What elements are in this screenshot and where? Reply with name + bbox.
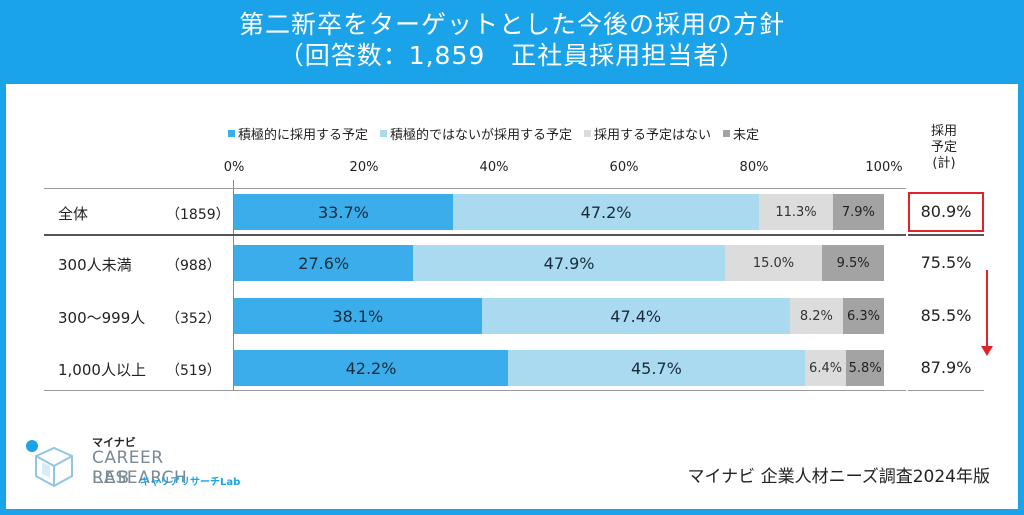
legend: 積極的に採用する予定 積極的ではないが採用する予定 採用する予定はない 未定 bbox=[228, 124, 759, 143]
bar-segment: 27.6% bbox=[234, 245, 414, 281]
legend-item: 積極的に採用する予定 bbox=[228, 124, 368, 143]
category-count: （1859） bbox=[166, 207, 230, 223]
legend-item: 積極的ではないが採用する予定 bbox=[380, 124, 572, 143]
category-label: 1,000人以上 bbox=[58, 361, 146, 379]
plan-total-value: 85.5% bbox=[920, 306, 972, 325]
bar-segment: 47.9% bbox=[413, 245, 725, 281]
legend-label: 積極的ではないが採用する予定 bbox=[390, 128, 573, 143]
bar-segment: 7.9% bbox=[832, 194, 884, 230]
bar-segment: 5.8% bbox=[846, 350, 884, 386]
divider-top bbox=[44, 188, 906, 189]
category-label: 全体 bbox=[58, 205, 89, 223]
bar-segment: 45.7% bbox=[508, 350, 805, 386]
bar-row: 42.2% 45.7% 6.4% 5.8% bbox=[234, 350, 884, 386]
legend-swatch bbox=[723, 130, 731, 137]
trend-arrowhead bbox=[981, 346, 993, 356]
plan-header-line: 予定 bbox=[930, 140, 957, 155]
chart-subtitle: （回答数：1,859 正社員採用担当者） bbox=[278, 41, 746, 70]
divider-bottom bbox=[44, 390, 906, 391]
divider-overall bbox=[44, 234, 906, 236]
bar-segment: 42.2% bbox=[234, 350, 509, 386]
bar-segment: 47.4% bbox=[481, 298, 790, 334]
plan-header-line: 採用 bbox=[930, 124, 957, 139]
logo-sub: キャリアリサーチLab bbox=[140, 477, 241, 488]
category-count: （519） bbox=[166, 363, 221, 379]
x-tick-label: 40% bbox=[479, 160, 509, 175]
plan-header-line: (計) bbox=[932, 156, 956, 171]
bar-segment: 6.3% bbox=[843, 298, 884, 334]
bar-segment: 11.3% bbox=[759, 194, 833, 230]
bar-segment: 15.0% bbox=[724, 245, 823, 281]
plan-total-value: 87.9% bbox=[920, 358, 972, 377]
bar-row: 27.6% 47.9% 15.0% 9.5% bbox=[234, 245, 884, 281]
x-tick-label: 20% bbox=[349, 160, 379, 175]
career-research-lab-logo: マイナビ CAREER RESEARCH LAB キャリアリサーチLab bbox=[22, 434, 242, 494]
bar-segment: 8.2% bbox=[789, 298, 844, 334]
legend-swatch bbox=[228, 130, 235, 137]
bar-segment: 9.5% bbox=[822, 245, 884, 281]
category-count: （352） bbox=[166, 311, 221, 327]
bar-row: 33.7% 47.2% 11.3% 7.9% bbox=[234, 194, 884, 230]
chart-title: 第二新卒をターゲットとした今後の採用の方針 bbox=[238, 10, 785, 39]
logo-line2: LAB bbox=[92, 468, 132, 488]
x-tick-label: 60% bbox=[609, 160, 639, 175]
legend-label: 採用する予定はない bbox=[594, 128, 712, 143]
bar-segment: 38.1% bbox=[234, 298, 482, 334]
x-tick-label: 100% bbox=[865, 160, 903, 175]
logo-brand: マイナビ bbox=[92, 436, 136, 449]
x-tick-label: 80% bbox=[739, 160, 769, 175]
bar-segment: 6.4% bbox=[804, 350, 847, 386]
x-tick-label: 0% bbox=[223, 160, 245, 175]
logo-line1: CAREER RESEARCH bbox=[92, 448, 188, 488]
legend-item: 採用する予定はない bbox=[584, 124, 711, 143]
trend-arrow bbox=[986, 270, 988, 348]
bar-segment: 47.2% bbox=[452, 194, 760, 230]
plan-total-value: 80.9% bbox=[908, 192, 984, 232]
y-axis-line bbox=[233, 180, 234, 390]
source-note: マイナビ 企業人材ニーズ調査2024年版 bbox=[687, 467, 990, 487]
legend-label: 積極的に採用する予定 bbox=[238, 128, 369, 143]
legend-label: 未定 bbox=[733, 128, 760, 143]
legend-item: 未定 bbox=[723, 124, 759, 143]
title-banner: 第二新卒をターゲットとした今後の採用の方針 （回答数：1,859 正社員採用担当… bbox=[0, 0, 1024, 84]
x-axis: 0% 20% 40% 60% 80% 100% bbox=[224, 160, 903, 180]
cube-logo-icon bbox=[26, 440, 73, 488]
bar-row: 38.1% 47.4% 8.2% 6.3% bbox=[234, 298, 884, 334]
legend-swatch bbox=[584, 130, 592, 137]
plan-divider-bottom bbox=[908, 390, 984, 391]
category-label: 300人未満 bbox=[58, 256, 132, 274]
legend-swatch bbox=[380, 130, 388, 137]
plan-divider-top bbox=[908, 234, 984, 236]
plan-total-value: 75.5% bbox=[920, 253, 972, 272]
category-label: 300～999人 bbox=[58, 309, 146, 327]
plan-total-header: 採用 予定 (計) bbox=[916, 124, 972, 172]
category-count: （988） bbox=[166, 258, 221, 274]
bar-segment: 33.7% bbox=[234, 194, 453, 230]
